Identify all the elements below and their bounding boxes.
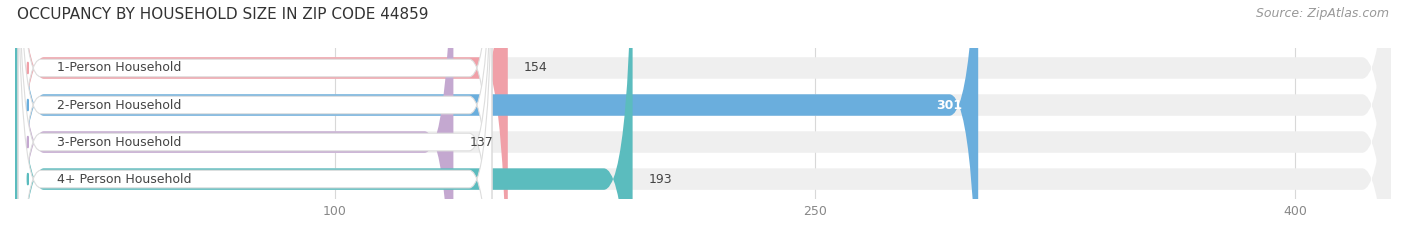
FancyBboxPatch shape [15, 0, 508, 233]
Text: 137: 137 [470, 136, 494, 149]
Text: 3-Person Household: 3-Person Household [56, 136, 181, 149]
FancyBboxPatch shape [15, 0, 1391, 233]
Text: 154: 154 [524, 62, 547, 75]
Text: 4+ Person Household: 4+ Person Household [56, 173, 191, 185]
FancyBboxPatch shape [18, 0, 492, 233]
FancyBboxPatch shape [15, 0, 979, 233]
Text: 2-Person Household: 2-Person Household [56, 99, 181, 112]
Text: 193: 193 [648, 173, 672, 185]
FancyBboxPatch shape [15, 0, 1391, 233]
FancyBboxPatch shape [15, 0, 453, 233]
FancyBboxPatch shape [18, 0, 492, 233]
Text: Source: ZipAtlas.com: Source: ZipAtlas.com [1256, 7, 1389, 20]
Text: 301: 301 [936, 99, 962, 112]
FancyBboxPatch shape [18, 0, 492, 233]
FancyBboxPatch shape [15, 0, 1391, 233]
FancyBboxPatch shape [18, 0, 492, 233]
FancyBboxPatch shape [15, 0, 633, 233]
FancyBboxPatch shape [15, 0, 1391, 233]
Text: OCCUPANCY BY HOUSEHOLD SIZE IN ZIP CODE 44859: OCCUPANCY BY HOUSEHOLD SIZE IN ZIP CODE … [17, 7, 429, 22]
Text: 1-Person Household: 1-Person Household [56, 62, 181, 75]
